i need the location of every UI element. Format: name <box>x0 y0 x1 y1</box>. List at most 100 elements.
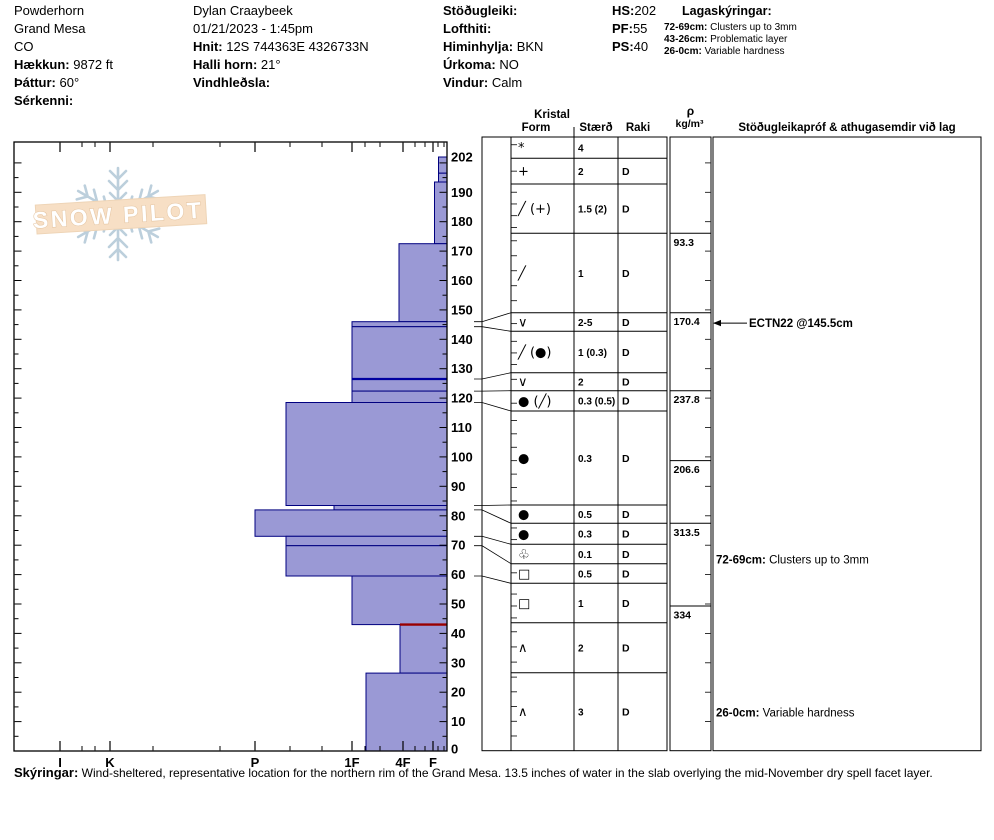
chart-frame <box>13 141 448 752</box>
field-label: Vindhleðsla: <box>193 75 271 90</box>
field-label: Lofthiti: <box>443 21 492 36</box>
layer-annotation: 72-69cm: Clusters up to 3mm <box>716 554 869 566</box>
grain-form-symbol: ∧ <box>518 641 528 656</box>
layer-note-range: 26-0cm: <box>664 46 702 58</box>
header-field: Halli horn: 21° <box>193 58 281 72</box>
layer-annotation-range: 26-0cm: <box>716 707 759 719</box>
hardness-bar <box>398 243 448 323</box>
field-value: 01/21/2023 - 1:45pm <box>193 21 313 36</box>
field-label: Halli horn: <box>193 57 258 72</box>
field-label: HS: <box>612 3 635 18</box>
footer-note-label: Skýringar: <box>14 765 79 780</box>
layer-notes-list: 72-69cm: Clusters up to 3mm 43-26cm: Prob… <box>664 22 797 59</box>
grain-size-value: 2 <box>578 167 584 178</box>
layer-annotation-text: Variable hardness <box>759 707 854 719</box>
notes-column-frame <box>712 136 982 752</box>
header-field: PS:40 <box>612 40 648 54</box>
field-label: Stöðugleiki: <box>443 3 518 18</box>
header-field: Þáttur: 60° <box>14 76 79 90</box>
moisture-value: D <box>622 166 630 178</box>
depth-axis-label: 0 <box>451 742 458 757</box>
hardness-bar <box>285 545 448 577</box>
hardness-bar <box>351 575 448 626</box>
table-header-density-rho: ρ <box>686 104 695 118</box>
grain-size-value: 4 <box>578 143 584 154</box>
layer-connector-line <box>474 535 512 545</box>
header-field: Vindhleðsla: <box>193 76 270 90</box>
depth-axis-label: 120 <box>451 391 473 406</box>
logo-text: SNOW PILOT <box>32 197 204 233</box>
grain-form-symbol: ● (╱) <box>518 392 551 409</box>
moisture-value: D <box>622 509 630 521</box>
grain-size-value: 1 <box>578 599 584 610</box>
location-line: CO <box>14 40 34 54</box>
grain-size-value: 0.5 <box>578 569 592 580</box>
grain-form-symbol: + <box>518 165 529 180</box>
hardness-bar <box>399 624 448 674</box>
grain-form-symbol: ∨ <box>518 316 528 331</box>
field-value: Grand Mesa <box>14 21 86 36</box>
density-value: 237.8 <box>674 394 700 406</box>
field-label: Úrkoma: <box>443 57 496 72</box>
observer-line: 01/21/2023 - 1:45pm <box>193 22 313 36</box>
grain-size-value: 1 (0.3) <box>578 348 607 359</box>
layer-annotation-range: 72-69cm: <box>716 554 766 566</box>
field-label: Himinhylja: <box>443 39 514 54</box>
depth-axis-label: 160 <box>451 273 473 288</box>
logo-banner: SNOW PILOT <box>32 194 208 235</box>
depth-axis-label: 90 <box>451 479 465 494</box>
layer-connector-line <box>474 312 512 323</box>
field-value: 12S 744363E 4326733N <box>222 39 369 54</box>
grain-size-value: 0.1 <box>578 550 592 561</box>
header-field: Vindur: Calm <box>443 76 522 90</box>
density-value: 170.4 <box>674 316 700 328</box>
moisture-value: D <box>622 568 630 580</box>
moisture-value: D <box>622 598 630 610</box>
layer-connector-line <box>474 326 512 332</box>
grain-form-symbol: □ <box>518 597 530 612</box>
depth-axis-label: 30 <box>451 655 465 670</box>
field-value: 9872 ft <box>69 57 113 72</box>
layer-note-entry: 26-0cm: Variable hardness <box>664 46 785 58</box>
header-field: Úrkoma: NO <box>443 58 519 72</box>
grain-size-value: 0.3 (0.5) <box>578 397 615 408</box>
hardness-axis-label: P <box>251 755 260 770</box>
header-field: PF:55 <box>612 22 647 36</box>
layer-connector-line <box>474 545 512 565</box>
field-label: Hnit: <box>193 39 223 54</box>
field-value: 21° <box>257 57 281 72</box>
table-header-kristal: Kristal <box>534 109 570 121</box>
hardness-axis-label: 1F <box>344 755 359 770</box>
hardness-axis-label: K <box>105 755 115 770</box>
density-value: 206.6 <box>674 464 700 476</box>
layer-connector-line <box>474 575 512 584</box>
density-value: 93.3 <box>674 237 695 249</box>
hardness-bar <box>438 156 448 174</box>
moisture-value: D <box>622 549 630 561</box>
header-field: Himinhylja: BKN <box>443 40 543 54</box>
hardness-axis-label: F <box>429 755 437 770</box>
grain-form-symbol: ╱ (+) <box>517 200 551 217</box>
footer-note-text: Wind-sheltered, representative location … <box>81 766 933 780</box>
depth-axis-label: 50 <box>451 597 465 612</box>
field-label: Þáttur: <box>14 75 56 90</box>
depth-axis-label: 190 <box>451 185 473 200</box>
hardness-bar <box>333 505 448 511</box>
header-field: Hækkun: 9872 ft <box>14 58 113 72</box>
field-value: NO <box>495 57 519 72</box>
moisture-value: D <box>622 453 630 465</box>
grain-size-value: 2 <box>578 644 584 655</box>
field-value: CO <box>14 39 34 54</box>
grain-size-value: 1.5 (2) <box>578 204 607 215</box>
grain-size-value: 2 <box>578 378 584 389</box>
depth-axis-label: 110 <box>451 420 472 435</box>
hardness-axis-label: 4F <box>395 755 410 770</box>
depth-axis-label: 140 <box>451 332 473 347</box>
grain-size-value: 2-5 <box>578 318 593 329</box>
stability-test-label: ECTN22 @145.5cm <box>749 318 853 330</box>
layer-note-entry: 43-26cm: Problematic layer <box>664 34 788 46</box>
hardness-bar <box>285 535 448 547</box>
depth-axis-label: 150 <box>451 302 473 317</box>
hardness-bar <box>365 672 448 752</box>
